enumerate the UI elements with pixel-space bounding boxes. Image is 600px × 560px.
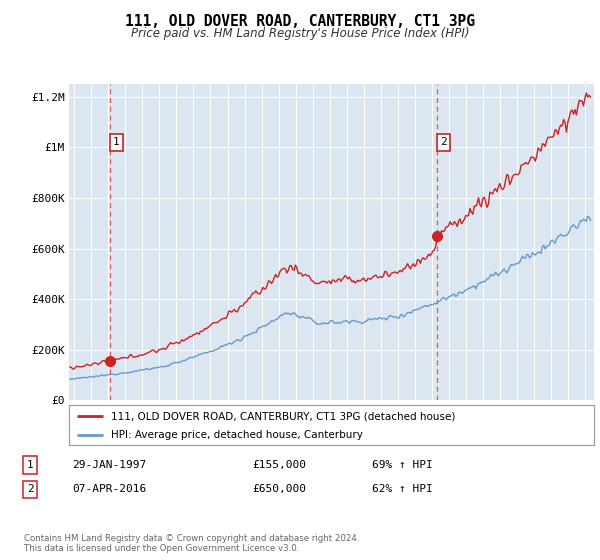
Text: 07-APR-2016: 07-APR-2016: [72, 484, 146, 494]
Text: 111, OLD DOVER ROAD, CANTERBURY, CT1 3PG: 111, OLD DOVER ROAD, CANTERBURY, CT1 3PG: [125, 14, 475, 29]
Text: Price paid vs. HM Land Registry's House Price Index (HPI): Price paid vs. HM Land Registry's House …: [131, 27, 469, 40]
Text: 2: 2: [440, 137, 447, 147]
Text: 1: 1: [113, 137, 120, 147]
Text: HPI: Average price, detached house, Canterbury: HPI: Average price, detached house, Cant…: [111, 430, 363, 440]
Text: Contains HM Land Registry data © Crown copyright and database right 2024.
This d: Contains HM Land Registry data © Crown c…: [24, 534, 359, 553]
Text: 69% ↑ HPI: 69% ↑ HPI: [372, 460, 433, 470]
Text: £155,000: £155,000: [252, 460, 306, 470]
Text: 111, OLD DOVER ROAD, CANTERBURY, CT1 3PG (detached house): 111, OLD DOVER ROAD, CANTERBURY, CT1 3PG…: [111, 411, 455, 421]
Text: £650,000: £650,000: [252, 484, 306, 494]
Text: 1: 1: [26, 460, 34, 470]
Text: 29-JAN-1997: 29-JAN-1997: [72, 460, 146, 470]
Text: 2: 2: [26, 484, 34, 494]
Text: 62% ↑ HPI: 62% ↑ HPI: [372, 484, 433, 494]
